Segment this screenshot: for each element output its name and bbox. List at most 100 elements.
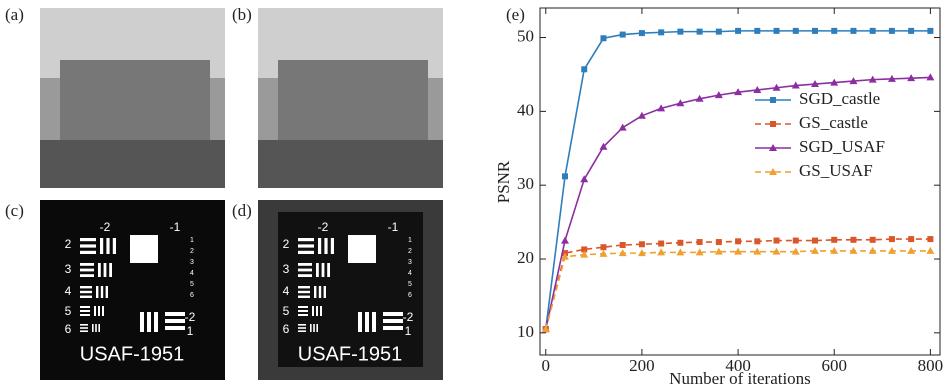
usaf-bar <box>80 327 88 329</box>
usaf-bar <box>312 306 314 316</box>
usaf-bar <box>102 306 104 316</box>
usaf-block <box>130 235 158 263</box>
usaf-label: USAF-1951 <box>298 343 403 365</box>
data-point <box>831 237 837 243</box>
usaf-bar <box>104 263 107 277</box>
panel-label: (b) <box>232 5 252 24</box>
usaf-label: 2 <box>190 248 194 255</box>
usaf-label: 1 <box>190 237 194 244</box>
data-point <box>908 236 914 242</box>
data-point <box>600 35 606 41</box>
panel-label: (a) <box>5 5 24 24</box>
data-point <box>716 239 722 245</box>
data-point <box>735 28 741 34</box>
data-point <box>850 28 856 34</box>
data-point <box>850 237 856 243</box>
usaf-bar <box>80 314 90 316</box>
data-point <box>870 237 876 243</box>
usaf-label: 4 <box>408 270 412 277</box>
data-point <box>774 238 780 244</box>
usaf-label: 6 <box>65 322 72 336</box>
usaf-label: 1 <box>408 237 412 244</box>
usaf-label: 3 <box>65 262 72 276</box>
usaf-label: 3 <box>408 259 412 266</box>
data-point <box>754 238 760 244</box>
usaf-bar <box>140 312 144 332</box>
x-tick-label: 600 <box>821 356 847 375</box>
usaf-label: 4 <box>65 284 72 298</box>
usaf-label: 3 <box>283 262 290 276</box>
series-line <box>546 77 931 329</box>
x-tick-label: 0 <box>542 356 551 375</box>
castle <box>60 60 210 150</box>
usaf-label: USAF-1951 <box>80 343 185 365</box>
usaf-bar <box>324 286 326 298</box>
castle <box>278 60 428 150</box>
usaf-bar <box>106 238 109 254</box>
usaf-bar <box>98 324 100 332</box>
y-tick-label: 40 <box>517 100 534 119</box>
usaf-label: 6 <box>408 292 412 299</box>
usaf-bar <box>298 310 308 312</box>
x-tick-label: 200 <box>629 356 655 375</box>
usaf-label: 5 <box>190 281 194 288</box>
usaf-bar <box>322 263 325 277</box>
usaf-label: 1 <box>405 324 412 338</box>
usaf-bar <box>80 296 92 298</box>
trees <box>40 140 225 188</box>
usaf-bar <box>383 319 403 323</box>
panel-label: (c) <box>5 201 24 220</box>
usaf-label: 2 <box>65 237 72 251</box>
usaf-bar <box>298 238 314 241</box>
usaf-bar <box>316 324 318 332</box>
usaf-bar <box>298 263 312 266</box>
usaf-bar <box>80 286 92 288</box>
data-point <box>927 28 933 34</box>
x-tick-label: 400 <box>725 356 751 375</box>
data-point <box>581 66 587 72</box>
data-point <box>774 28 780 34</box>
y-axis-title: PSNR <box>494 160 513 203</box>
data-point <box>677 240 683 246</box>
usaf-bar <box>165 312 185 316</box>
usaf-label: 6 <box>283 322 290 336</box>
data-point <box>600 244 606 250</box>
usaf-label: 5 <box>283 304 290 318</box>
usaf-bar <box>383 326 403 330</box>
data-point <box>697 29 703 35</box>
usaf-bar <box>165 326 185 330</box>
usaf-label: 5 <box>408 281 412 288</box>
data-point <box>812 238 818 244</box>
usaf-label: -2 <box>185 310 196 324</box>
usaf-bar <box>80 263 94 266</box>
trees <box>258 140 443 188</box>
usaf-bar <box>80 244 96 247</box>
usaf-label: 3 <box>190 259 194 266</box>
usaf-bar <box>365 312 369 332</box>
usaf-bar <box>327 263 330 277</box>
data-point <box>620 32 626 38</box>
data-point <box>639 241 645 247</box>
data-point <box>870 28 876 34</box>
usaf-bar <box>298 274 312 277</box>
panel-label: (d) <box>232 201 252 220</box>
usaf-bar <box>96 286 98 298</box>
data-point <box>561 237 569 244</box>
figure: (a) (b) (c) (d) (e) Number of iterations… <box>0 0 947 390</box>
usaf-label: 5 <box>65 304 72 318</box>
data-point <box>639 30 645 36</box>
usaf-bar <box>298 324 306 326</box>
usaf-label: 2 <box>283 237 290 251</box>
usaf-label: -2 <box>318 220 329 234</box>
usaf-bar <box>154 312 158 332</box>
usaf-block <box>348 235 376 263</box>
legend-marker <box>770 97 776 103</box>
data-point <box>658 29 664 35</box>
data-point <box>658 241 664 247</box>
usaf-bar <box>298 269 312 272</box>
usaf-bar <box>80 291 92 293</box>
data-point <box>908 28 914 34</box>
usaf-bar <box>298 330 306 332</box>
data-point <box>677 29 683 35</box>
usaf-label: 4 <box>283 284 290 298</box>
